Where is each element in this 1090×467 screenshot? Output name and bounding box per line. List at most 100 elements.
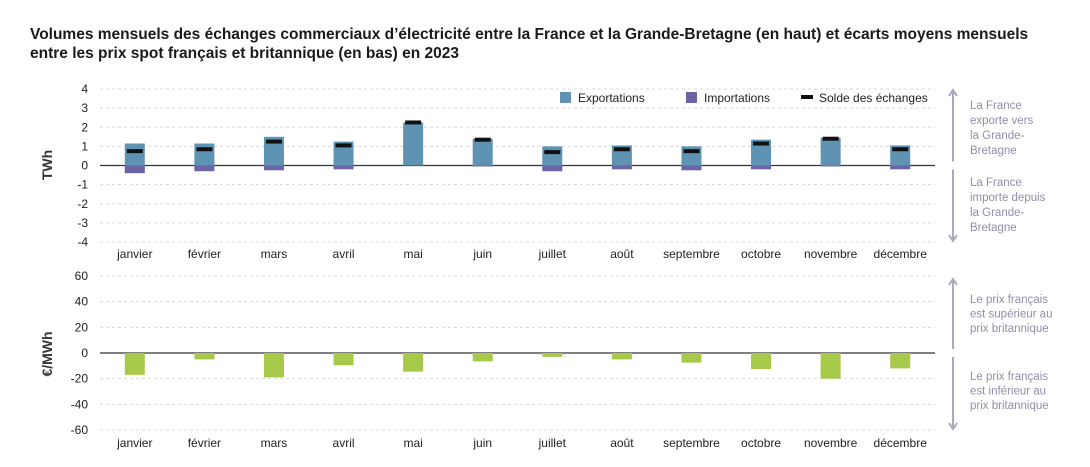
annotation-line: importe depuis — [970, 192, 1046, 204]
bot-category-label: février — [188, 436, 221, 450]
top-category-label: juillet — [538, 247, 567, 261]
top-bars — [124, 120, 911, 174]
chart-title: Volumes mensuels des échanges commerciau… — [30, 26, 1029, 62]
bot-y-tick-label: 0 — [81, 346, 88, 360]
top-category-label: mars — [261, 247, 288, 261]
legend-label-solde: Solde des échanges — [819, 91, 928, 105]
price-gap-bar — [751, 353, 772, 370]
price-gap-bar — [890, 353, 911, 369]
price-gap-bar — [403, 353, 424, 372]
annotation-bottom-higher: Le prix français est supérieur au prix bri… — [970, 294, 1052, 335]
bot-y-tick-label: 40 — [75, 295, 89, 309]
top-category-label: août — [610, 247, 634, 261]
export-bar — [263, 136, 284, 166]
price-gap-bar — [542, 353, 563, 357]
bot-y-tick-label: -40 — [71, 397, 89, 411]
annotation-line: Bretagne — [970, 145, 1017, 157]
balance-marker — [196, 147, 213, 152]
annotation-arrows — [948, 88, 958, 431]
legend: Exportations Importations Solde des écha… — [560, 91, 928, 105]
top-y-tick-label: -3 — [77, 216, 88, 230]
legend-swatch-exportations — [560, 92, 571, 103]
import-bar — [890, 165, 911, 170]
top-category-label: février — [188, 247, 221, 261]
import-bar — [263, 165, 284, 171]
top-y-tick-label: -2 — [77, 197, 88, 211]
legend-label-exportations: Exportations — [578, 91, 645, 105]
top-category-label: juin — [472, 247, 492, 261]
import-bar — [820, 165, 841, 167]
top-y-tick-labels: 4 3 2 1 0 -1 -2 -3 -4 — [77, 82, 88, 249]
top-y-axis-label: TWh — [39, 150, 55, 180]
top-y-tick-label: 3 — [81, 101, 88, 115]
price-gap-bar — [124, 353, 145, 375]
export-bar — [820, 137, 841, 166]
balance-marker — [265, 139, 282, 144]
annotation-line: Le prix français — [970, 294, 1048, 306]
balance-marker — [474, 137, 491, 142]
annotation-line: est supérieur au — [970, 309, 1052, 321]
legend-swatch-solde — [801, 95, 813, 99]
bottom-gridlines — [100, 275, 935, 431]
export-bar — [403, 122, 424, 166]
bot-category-label: juin — [472, 436, 492, 450]
bottom-y-tick-labels: 60 40 20 0 -20 -40 -60 — [71, 269, 89, 437]
bot-category-label: janvier — [116, 436, 152, 450]
balance-marker — [822, 136, 839, 141]
bot-category-label: août — [610, 436, 634, 450]
price-gap-bar — [681, 353, 702, 363]
annotation-line: prix britannique — [970, 400, 1049, 412]
balance-marker — [544, 150, 561, 155]
bot-category-label: mars — [261, 436, 288, 450]
import-bar — [751, 165, 772, 170]
balance-marker — [335, 143, 352, 148]
bot-y-tick-label: 20 — [75, 320, 89, 334]
top-gridlines — [100, 88, 935, 243]
bot-y-tick-label: -20 — [71, 372, 89, 386]
legend-label-importations: Importations — [704, 91, 770, 105]
export-bar — [542, 146, 563, 166]
top-category-label: décembre — [874, 247, 928, 261]
annotation-top-export: La France exporte vers la Grande- Bretagne — [970, 100, 1034, 157]
annotation-line: la Grande- — [970, 207, 1025, 219]
price-gap-bar — [820, 353, 841, 379]
import-bar — [542, 165, 563, 172]
bot-category-label: novembre — [804, 436, 858, 450]
balance-marker — [613, 147, 630, 152]
bot-y-tick-label: -60 — [71, 423, 89, 437]
bottom-bars — [124, 353, 911, 379]
import-bar — [681, 165, 702, 171]
annotation-line: La France — [970, 100, 1022, 112]
annotation-top-import: La France importe depuis la Grande- Bretagn… — [970, 177, 1046, 234]
arrow-head — [948, 88, 958, 97]
bot-category-label: mai — [403, 436, 422, 450]
bot-category-label: octobre — [741, 436, 781, 450]
import-bar — [194, 165, 215, 172]
bot-category-label: avril — [333, 436, 355, 450]
top-y-tick-label: -4 — [77, 235, 88, 249]
annotation-line: est inférieur au — [970, 386, 1046, 398]
top-category-label: janvier — [116, 247, 152, 261]
top-category-label: septembre — [663, 247, 720, 261]
annotation-line: Bretagne — [970, 222, 1017, 234]
export-bar — [124, 143, 145, 166]
price-gap-bar — [333, 353, 354, 366]
arrow-head — [948, 234, 958, 243]
bottom-y-axis-label: €/MWh — [39, 331, 55, 376]
top-category-label: novembre — [804, 247, 858, 261]
bot-category-label: décembre — [874, 436, 928, 450]
export-bar — [333, 141, 354, 166]
top-y-tick-label: -1 — [77, 178, 88, 192]
balance-marker — [405, 120, 422, 125]
legend-swatch-importations — [686, 92, 697, 103]
price-gap-bar — [263, 353, 284, 378]
import-bar — [124, 165, 145, 174]
export-bar — [472, 138, 493, 166]
top-y-tick-label: 0 — [81, 159, 88, 173]
bot-category-label: septembre — [663, 436, 720, 450]
balance-marker — [683, 149, 700, 154]
export-bar — [194, 143, 215, 166]
bot-category-label: juillet — [538, 436, 567, 450]
annotation-line: la Grande- — [970, 130, 1025, 142]
